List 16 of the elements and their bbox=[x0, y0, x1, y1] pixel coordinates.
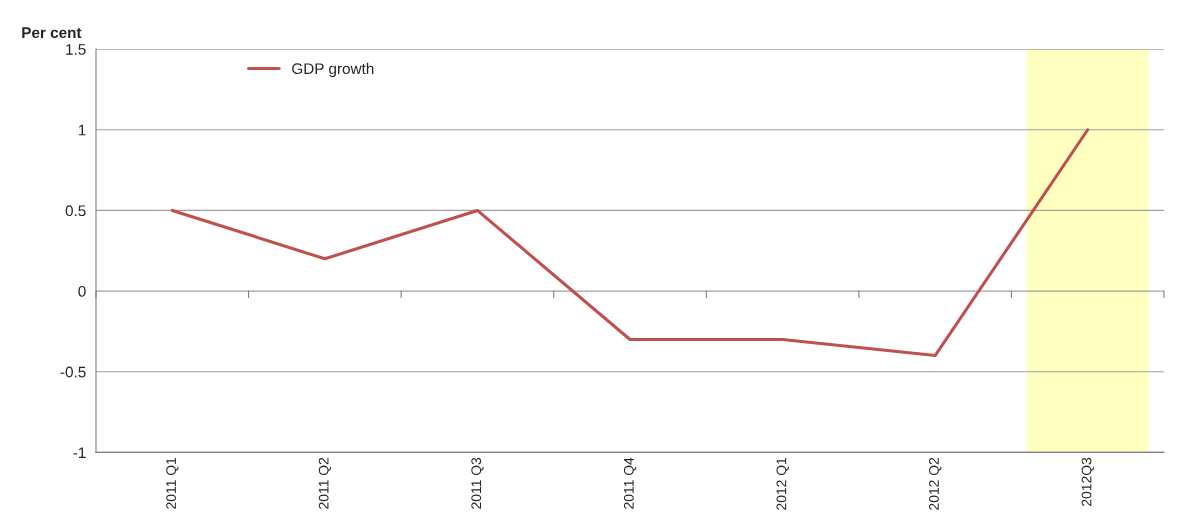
x-tick-label: 2012Q3 bbox=[1081, 457, 1094, 506]
y-tick-label: 1 bbox=[78, 124, 86, 136]
y-axis-title: Per cent bbox=[22, 27, 82, 39]
y-tick-label: 0 bbox=[78, 285, 86, 297]
x-tick-label: 2011 Q2 bbox=[318, 457, 332, 509]
legend-label: GDP growth bbox=[292, 62, 374, 78]
x-tick-label: 2011 Q3 bbox=[471, 457, 484, 509]
y-tick-label: 0.5 bbox=[65, 205, 86, 217]
x-tick-label: 2011 Q4 bbox=[623, 457, 637, 509]
y-tick-label: 1.5 bbox=[66, 44, 86, 55]
x-tick-label: 2012 Q2 bbox=[929, 457, 942, 510]
y-tick-label: -0.5 bbox=[60, 366, 86, 378]
y-tick-label: -1 bbox=[73, 447, 86, 458]
line-series bbox=[170, 128, 1090, 358]
x-tick-label: 2012 Q1 bbox=[776, 457, 789, 510]
x-tick-label: 2011 Q1 bbox=[166, 457, 179, 509]
